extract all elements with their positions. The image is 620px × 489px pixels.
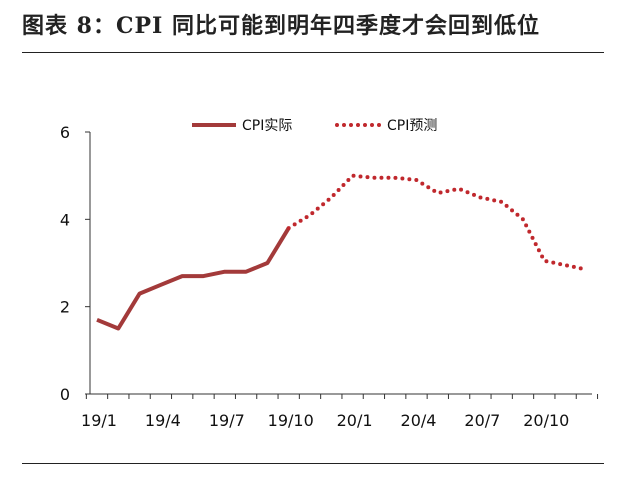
x-tick-label: 19/4: [145, 411, 181, 430]
series-line-forecast: [286, 173, 589, 272]
y-tick-label: 6: [60, 123, 70, 142]
legend-label: CPI实际: [242, 118, 292, 134]
x-tick-label: 19/10: [268, 411, 314, 430]
y-axis-ticks: 0 2 4 6: [60, 123, 90, 404]
series-line-actual: [96, 227, 291, 331]
axes: [89, 132, 592, 395]
legend-label: CPI预测: [387, 118, 437, 134]
x-axis-ticks: 19/1 19/4 19/7 19/10 20/1 20/4 20/7 20/10: [81, 394, 599, 430]
x-tick-label: 20/7: [464, 411, 500, 430]
legend: CPI实际 CPI预测: [192, 118, 437, 134]
x-tick-label: 20/1: [337, 411, 373, 430]
chart-title: 图表 8：CPI 同比可能到明年四季度才会回到低位: [22, 13, 540, 39]
x-tick-label: 20/4: [401, 411, 437, 430]
y-tick-label: 0: [60, 385, 70, 404]
y-tick-label: 4: [60, 210, 70, 229]
x-tick-label: 20/10: [523, 411, 569, 430]
series-layer: [96, 173, 589, 331]
bottom-divider: [22, 463, 604, 464]
title-divider: [22, 52, 604, 53]
x-tick-label: 19/1: [81, 411, 117, 430]
x-tick-label: 19/7: [209, 411, 245, 430]
y-tick-label: 2: [60, 298, 70, 317]
